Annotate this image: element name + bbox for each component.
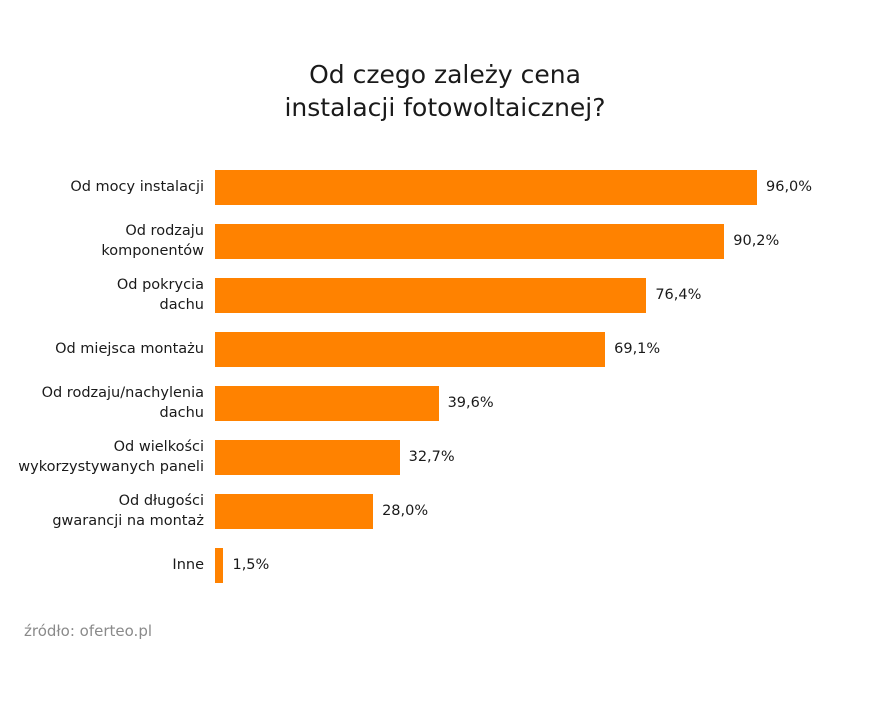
bar <box>215 547 224 583</box>
bar <box>215 331 606 367</box>
category-label: Od rodzaju/nachylenia dachu <box>42 383 204 423</box>
category-label: Od rodzaju komponentów <box>101 221 204 261</box>
category-label-line: Od długości <box>118 493 204 509</box>
category-label-line: dachu <box>159 297 204 313</box>
value-label: 1,5% <box>232 557 270 573</box>
category-label-line: dachu <box>159 405 204 421</box>
chart-title-line-2: instalacji fotowoltaicznej? <box>284 93 606 122</box>
category-label: Inne <box>172 555 204 575</box>
category-label: Od wielkości wykorzystywanych paneli <box>18 437 204 477</box>
category-label: Od długości gwarancji na montaż <box>52 491 204 531</box>
category-label: Od mocy instalacji <box>70 177 204 197</box>
value-label: 32,7% <box>408 449 455 465</box>
category-label-line: Od mocy instalacji <box>70 179 204 195</box>
bar <box>215 223 725 259</box>
chart-title-line-1: Od czego zależy cena <box>309 60 581 89</box>
bar <box>215 277 647 313</box>
category-label-line: Od rodzaju <box>125 223 204 239</box>
source-note: źródło: oferteo.pl <box>24 622 153 640</box>
bar <box>215 169 757 205</box>
category-label-line: komponentów <box>101 243 204 259</box>
category-label: Od miejsca montażu <box>55 339 204 359</box>
value-label: 28,0% <box>382 503 429 519</box>
chart-title: Od czego zależy cena instalacji fotowolt… <box>0 58 890 124</box>
value-label: 90,2% <box>733 233 780 249</box>
bar <box>215 385 439 421</box>
category-label-line: wykorzystywanych paneli <box>18 459 204 475</box>
category-label-line: gwarancji na montaż <box>52 513 204 529</box>
value-label: 76,4% <box>655 287 702 303</box>
bar <box>215 439 400 475</box>
category-label-line: Inne <box>172 557 204 573</box>
value-label: 69,1% <box>614 341 661 357</box>
value-label: 39,6% <box>447 395 494 411</box>
bar <box>215 493 374 529</box>
category-label-line: Od wielkości <box>113 439 204 455</box>
category-label-line: Od rodzaju/nachylenia <box>41 385 204 401</box>
category-label-line: Od pokrycia <box>116 277 204 293</box>
category-label: Od pokrycia dachu <box>117 275 204 315</box>
value-label: 96,0% <box>766 179 813 195</box>
category-label-line: Od miejsca montażu <box>55 341 204 357</box>
